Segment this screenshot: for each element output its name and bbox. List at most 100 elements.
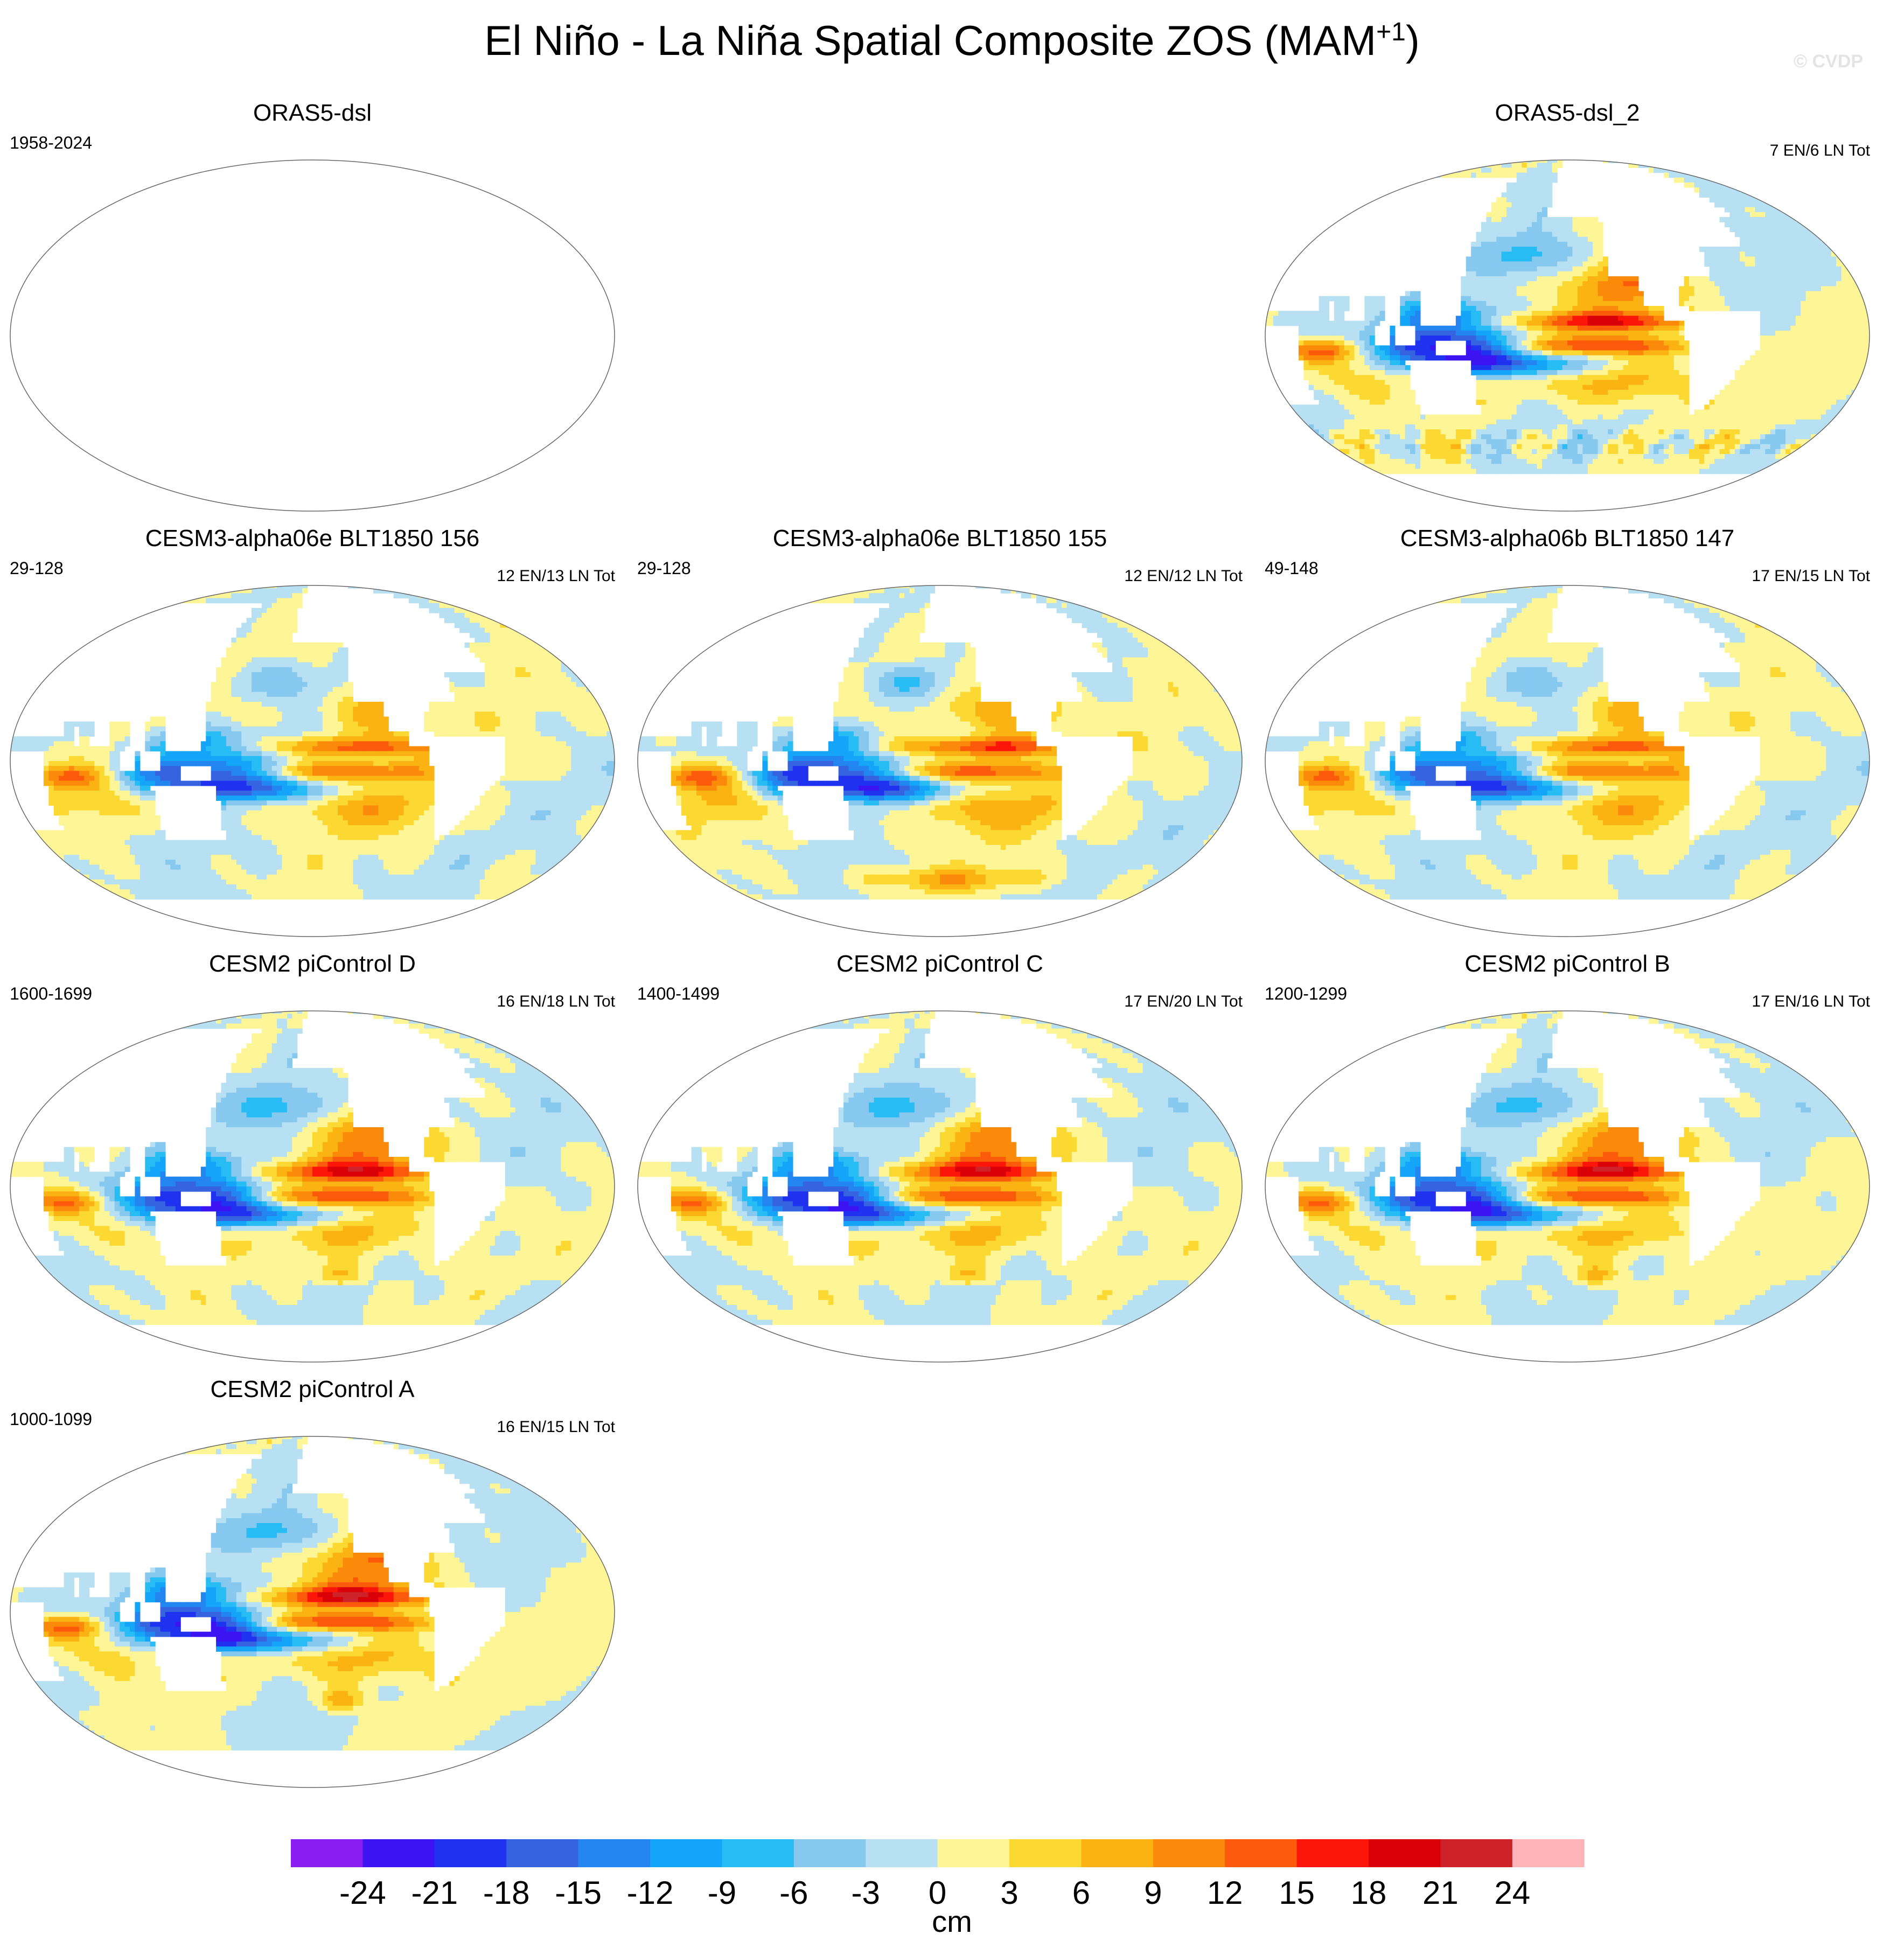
field-cell xyxy=(1516,365,1522,371)
field-cell xyxy=(485,623,491,629)
field-cell xyxy=(1385,434,1391,440)
field-cell xyxy=(292,662,298,668)
field-cell xyxy=(1663,320,1669,326)
field-cell xyxy=(1390,444,1396,450)
field-cell xyxy=(1714,296,1720,302)
field-cell xyxy=(1455,454,1461,459)
field-cell xyxy=(1522,464,1528,470)
field-cell xyxy=(271,632,277,638)
field-cell xyxy=(1542,409,1547,415)
field-cell xyxy=(1760,375,1766,381)
field-cell xyxy=(1552,464,1558,470)
field-cell xyxy=(1547,365,1553,371)
field-cell xyxy=(1780,404,1786,410)
field-cell xyxy=(1507,222,1512,227)
panel-cesm3-156: CESM3-alpha06e BLT1850 156 29-128 12 EN/… xyxy=(0,525,625,945)
field-cell xyxy=(1658,464,1664,470)
field-cell xyxy=(520,657,526,663)
field-cell xyxy=(1663,370,1669,375)
field-cell xyxy=(540,672,546,678)
field-cell xyxy=(1841,365,1847,371)
field-cell xyxy=(1602,320,1608,326)
field-cell xyxy=(1354,330,1360,336)
field-cell xyxy=(520,637,526,643)
field-cell xyxy=(1638,434,1644,440)
field-cell xyxy=(525,657,531,663)
field-cell xyxy=(1851,320,1857,326)
field-cell xyxy=(1734,197,1740,203)
field-cell xyxy=(1684,459,1690,464)
field-cell xyxy=(1532,375,1538,381)
field-cell xyxy=(322,643,328,648)
field-cell xyxy=(1724,276,1730,282)
field-cell xyxy=(1476,256,1482,262)
field-cell xyxy=(1476,360,1482,366)
field-cell xyxy=(1745,464,1750,470)
field-cell xyxy=(479,618,485,623)
field-cell xyxy=(1481,291,1487,297)
field-cell xyxy=(1476,434,1482,440)
field-cell xyxy=(1420,449,1426,455)
field-cell xyxy=(1734,232,1740,238)
field-cell xyxy=(1801,360,1807,366)
field-cell xyxy=(1537,182,1543,188)
field-cell xyxy=(1648,449,1654,455)
field-cell xyxy=(1324,306,1330,311)
field-cell xyxy=(1450,330,1456,336)
field-cell xyxy=(1379,439,1385,445)
field-cell xyxy=(1633,469,1639,474)
field-cell xyxy=(1572,325,1578,331)
field-cell xyxy=(490,652,496,658)
field-cell xyxy=(1542,281,1547,287)
field-cell xyxy=(1461,469,1467,474)
field-cell xyxy=(261,598,267,604)
field-cell xyxy=(1734,400,1740,405)
field-cell xyxy=(1780,409,1786,415)
field-cell xyxy=(1790,429,1796,435)
field-cell xyxy=(1567,281,1573,287)
field-cell xyxy=(1679,385,1685,390)
field-cell xyxy=(1765,266,1771,272)
field-cell xyxy=(1526,256,1532,262)
field-cell xyxy=(1805,395,1811,400)
field-cell xyxy=(1344,336,1350,341)
field-cell xyxy=(1486,400,1492,405)
field-cell xyxy=(1724,187,1730,193)
field-cell xyxy=(1303,355,1309,361)
field-cell xyxy=(1729,419,1735,425)
field-cell xyxy=(1750,459,1756,464)
field-cell xyxy=(1486,409,1492,415)
field-cell xyxy=(1471,360,1477,366)
field-cell xyxy=(1654,459,1659,464)
field-cell xyxy=(282,667,288,673)
field-cell xyxy=(1303,365,1309,371)
field-cell xyxy=(1841,400,1847,405)
field-cell xyxy=(1466,429,1471,435)
field-cell xyxy=(1719,187,1725,193)
field-cell xyxy=(1623,365,1629,371)
field-cell xyxy=(1349,444,1355,450)
field-cell xyxy=(1542,291,1547,297)
field-cell xyxy=(1542,182,1547,188)
field-cell xyxy=(1618,414,1624,420)
field-cell xyxy=(1724,400,1730,405)
field-cell xyxy=(1557,163,1563,168)
field-cell xyxy=(1623,301,1629,306)
field-cell xyxy=(1385,419,1391,425)
field-cell xyxy=(1770,222,1776,227)
field-cell xyxy=(1526,252,1532,257)
field-cell xyxy=(1673,449,1679,455)
field-cell xyxy=(1811,409,1817,415)
field-cell xyxy=(1795,232,1801,238)
field-cell xyxy=(1598,434,1603,440)
field-cell xyxy=(261,647,267,653)
field-cell xyxy=(1679,350,1685,356)
field-cell xyxy=(1836,336,1842,341)
field-cell xyxy=(1602,340,1608,346)
field-cell xyxy=(1577,281,1583,287)
field-cell xyxy=(1522,316,1528,322)
field-cell xyxy=(1795,271,1801,277)
field-cell xyxy=(322,647,328,653)
field-cell xyxy=(1608,320,1614,326)
field-cell xyxy=(1729,389,1735,395)
